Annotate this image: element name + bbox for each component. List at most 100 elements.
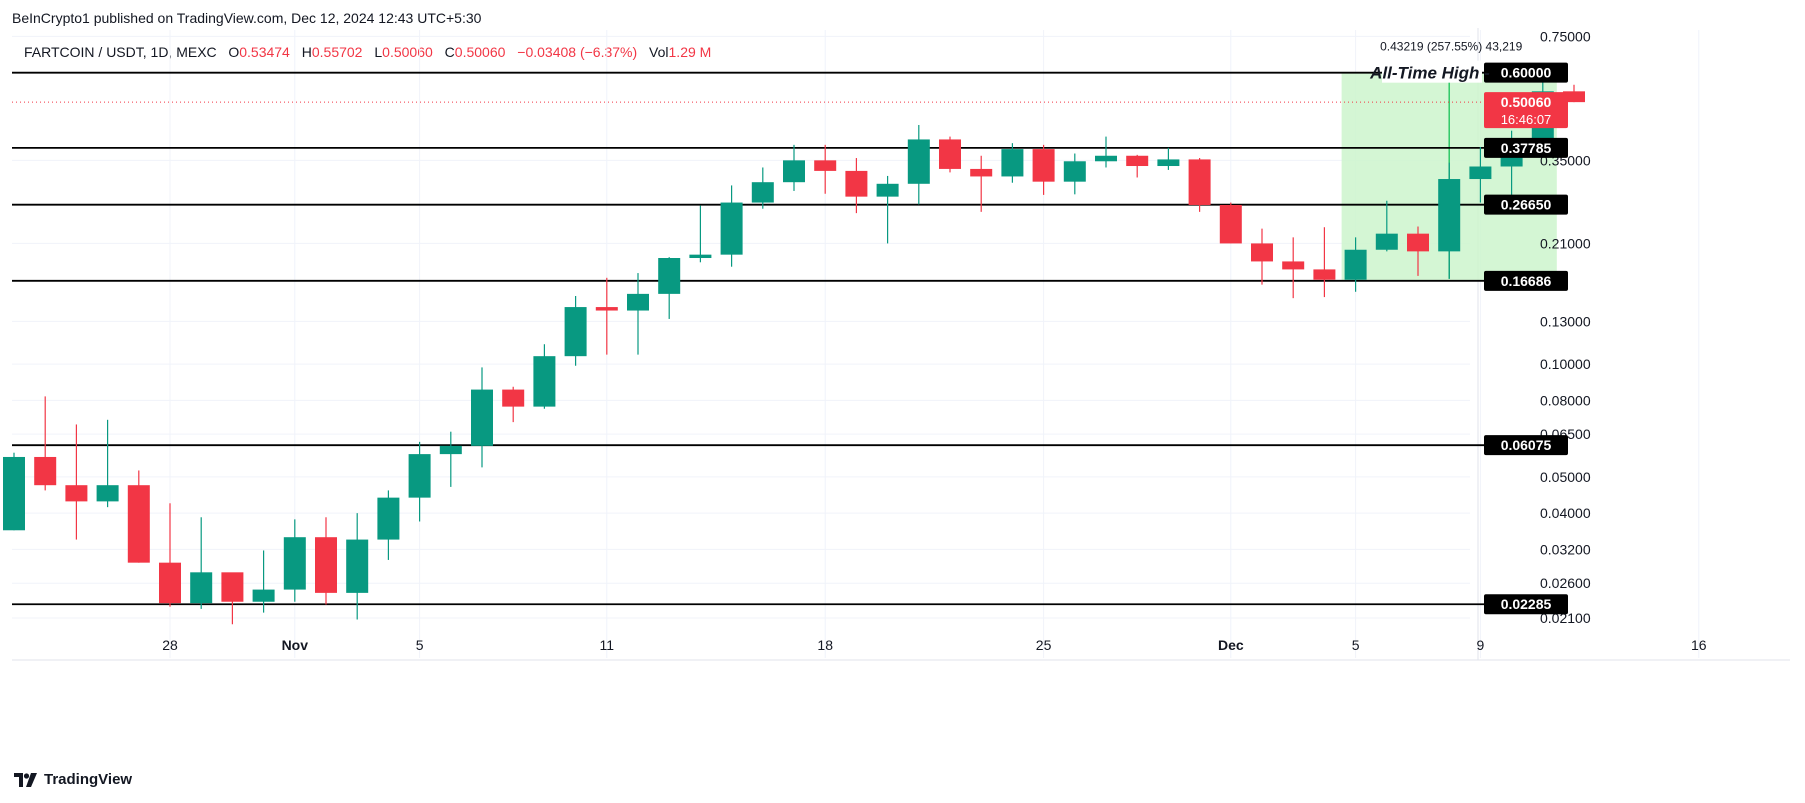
candle-down	[1407, 226, 1429, 276]
tradingview-brand[interactable]: TradingView	[14, 771, 132, 788]
candle-body	[564, 307, 587, 357]
time-tick-label: 28	[162, 637, 178, 653]
ath-label-bg	[1382, 60, 1482, 83]
candle-up	[1095, 136, 1117, 168]
candle-down	[65, 424, 88, 540]
time-tick-label: 5	[1352, 637, 1360, 653]
candle-down	[1032, 144, 1055, 195]
current-price-tag	[1484, 92, 1568, 129]
candle-body	[1469, 166, 1492, 180]
candle-body	[1438, 179, 1461, 252]
candle-up	[190, 517, 213, 609]
candle-body	[689, 254, 712, 259]
candle-down	[1126, 154, 1149, 178]
candle-up	[96, 419, 119, 508]
candle-body	[159, 562, 181, 604]
high-label: H	[301, 44, 312, 60]
symbol-label[interactable]: FARTCOIN / USDT, 1D, MEXC	[24, 44, 217, 60]
candle-up	[1469, 146, 1492, 203]
candle-up	[876, 175, 899, 244]
level-price-text: 0.26650	[1501, 197, 1552, 213]
candle-up	[751, 167, 774, 209]
candle-up	[346, 513, 369, 620]
candle-body	[1188, 159, 1211, 205]
high-value: 0.55702	[311, 44, 363, 60]
price-tick-label: 0.02600	[1540, 575, 1591, 591]
candle-body	[1251, 243, 1273, 262]
time-tick-label: 16	[1691, 637, 1707, 653]
candle-body	[471, 389, 493, 446]
level-price-tag	[1484, 270, 1568, 291]
price-tick-label: 0.05000	[1540, 469, 1591, 485]
level-price-tag	[1484, 435, 1568, 456]
candle-body	[377, 497, 400, 540]
candle-up	[1438, 162, 1461, 279]
candle-body	[1126, 155, 1149, 167]
candle-body	[939, 139, 961, 169]
candle-body	[190, 572, 213, 604]
candle-body	[65, 485, 88, 502]
level-price-tag	[1484, 137, 1568, 158]
candle-body	[283, 537, 306, 590]
candle-body	[876, 183, 899, 197]
low-value: 0.50060	[382, 44, 433, 60]
price-tick-label: 0.03200	[1540, 541, 1591, 557]
candle-body	[1095, 155, 1117, 162]
candle-up	[907, 124, 930, 205]
candle-up	[252, 550, 275, 613]
candle-body	[1032, 149, 1055, 182]
candle-down	[1251, 228, 1273, 285]
open-label: O	[228, 44, 240, 60]
candle-up	[1344, 237, 1367, 292]
candle-up	[1001, 143, 1024, 183]
candle-body	[751, 182, 774, 203]
candle-down	[970, 155, 993, 212]
level-price-tag	[1484, 194, 1568, 215]
candle-up	[627, 273, 649, 355]
candle-down	[939, 136, 961, 173]
candle-body	[96, 485, 119, 502]
candle-down	[1219, 202, 1242, 244]
price-tick-label: 0.21000	[1540, 235, 1591, 251]
level-price-text: 0.37785	[1501, 140, 1552, 156]
candle-body	[1001, 149, 1024, 177]
price-tick-label: 0.08000	[1540, 392, 1591, 408]
candle-body	[127, 485, 150, 563]
price-tick-label: 0.10000	[1540, 356, 1591, 372]
candle-up	[689, 205, 712, 263]
publish-caption: BeInCrypto1 published on TradingView.com…	[12, 10, 482, 26]
open-value: 0.53474	[239, 44, 290, 60]
chart-grid	[12, 28, 1790, 661]
candle-body	[408, 454, 431, 498]
candle-down	[1313, 227, 1336, 298]
candle-down	[34, 396, 57, 491]
candle-down	[502, 386, 525, 423]
countdown-text: 16:46:07	[1501, 112, 1552, 127]
price-tick-label: 0.13000	[1540, 313, 1591, 329]
volume-label: Vol	[649, 44, 669, 60]
candle-body	[1344, 249, 1367, 280]
candle-body	[970, 168, 993, 177]
candle-down	[1188, 158, 1211, 212]
candle-body	[814, 160, 837, 171]
close-label: C	[444, 44, 455, 60]
level-labels: 0.60000 0.37785 0.26650 0.16686 0.06075 0.022…	[1369, 60, 1568, 615]
price-tick-label: 0.75000	[1540, 28, 1591, 44]
candle-body	[1157, 159, 1180, 167]
candle-up	[1063, 153, 1086, 195]
candle-down	[159, 503, 181, 607]
candle-up	[658, 257, 681, 319]
candle-up	[3, 452, 25, 531]
candle-up	[377, 490, 400, 560]
support-resistance-levels	[12, 71, 1484, 606]
candle-body	[3, 456, 25, 531]
candle-body	[1282, 261, 1305, 270]
level-price-tag	[1484, 594, 1568, 615]
level-price-text: 0.16686	[1501, 273, 1552, 289]
current-price-text: 0.50060	[1501, 94, 1552, 110]
time-tick-label: 5	[416, 637, 424, 653]
candle-body	[439, 445, 462, 455]
measure-label: 0.43219 (257.55%) 43,219	[1380, 40, 1522, 54]
candle-up	[1157, 147, 1180, 170]
